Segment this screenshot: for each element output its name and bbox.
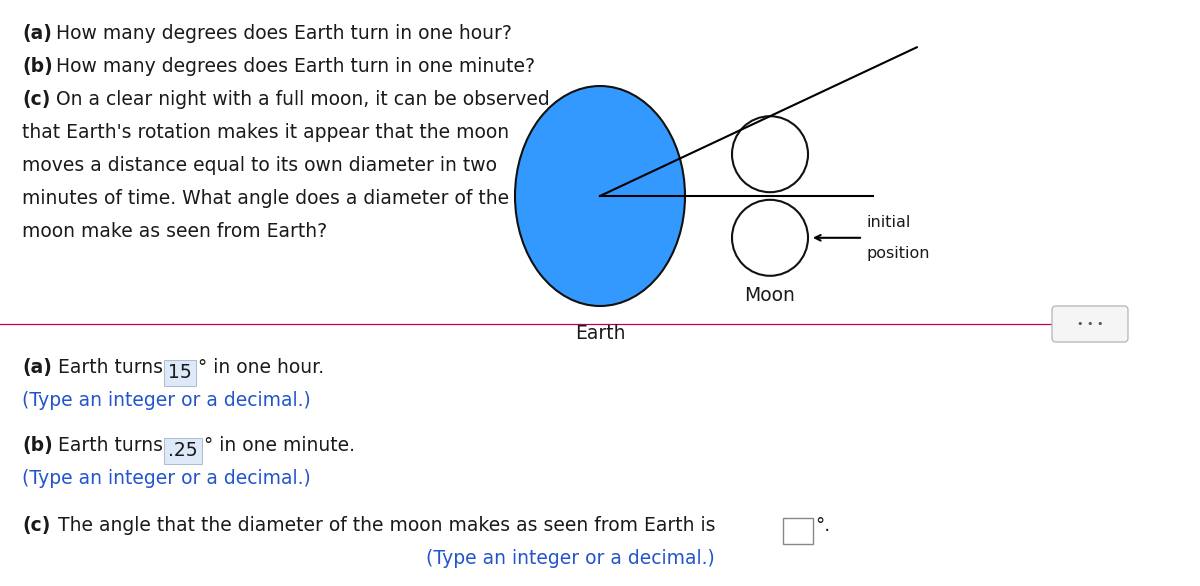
Text: moves a distance equal to its own diameter in two: moves a distance equal to its own diamet… bbox=[22, 156, 497, 175]
Text: (b): (b) bbox=[22, 57, 53, 76]
Text: How many degrees does Earth turn in one minute?: How many degrees does Earth turn in one … bbox=[49, 57, 535, 76]
Text: (Type an integer or a decimal.): (Type an integer or a decimal.) bbox=[426, 549, 714, 568]
FancyBboxPatch shape bbox=[164, 360, 196, 386]
Text: moon make as seen from Earth?: moon make as seen from Earth? bbox=[22, 222, 328, 241]
Text: minutes of time. What angle does a diameter of the: minutes of time. What angle does a diame… bbox=[22, 189, 509, 208]
Text: On a clear night with a full moon, it can be observed: On a clear night with a full moon, it ca… bbox=[49, 90, 550, 109]
Text: Moon: Moon bbox=[744, 286, 796, 305]
Circle shape bbox=[732, 200, 808, 276]
Text: (c): (c) bbox=[22, 516, 50, 535]
Text: (b): (b) bbox=[22, 436, 53, 455]
Text: (a): (a) bbox=[22, 358, 52, 377]
Ellipse shape bbox=[515, 86, 685, 306]
Text: ° in one minute.: ° in one minute. bbox=[204, 436, 355, 455]
Text: position: position bbox=[866, 246, 930, 261]
Text: The angle that the diameter of the moon makes as seen from Earth is: The angle that the diameter of the moon … bbox=[52, 516, 715, 535]
Text: Earth: Earth bbox=[575, 324, 625, 343]
FancyBboxPatch shape bbox=[784, 518, 814, 544]
FancyBboxPatch shape bbox=[1052, 306, 1128, 342]
Text: (a): (a) bbox=[22, 24, 52, 43]
Text: that Earth's rotation makes it appear that the moon: that Earth's rotation makes it appear th… bbox=[22, 123, 509, 142]
Circle shape bbox=[732, 116, 808, 192]
Text: .25: .25 bbox=[168, 441, 198, 461]
FancyBboxPatch shape bbox=[164, 438, 202, 464]
Text: • • •: • • • bbox=[1076, 319, 1103, 329]
Text: °.: °. bbox=[815, 516, 830, 535]
Text: (c): (c) bbox=[22, 90, 50, 109]
Text: Earth turns: Earth turns bbox=[52, 358, 169, 377]
Text: Earth turns: Earth turns bbox=[52, 436, 169, 455]
Text: How many degrees does Earth turn in one hour?: How many degrees does Earth turn in one … bbox=[49, 24, 511, 43]
Text: 15: 15 bbox=[168, 363, 192, 383]
Text: ° in one hour.: ° in one hour. bbox=[198, 358, 324, 377]
Text: (Type an integer or a decimal.): (Type an integer or a decimal.) bbox=[22, 391, 311, 410]
Text: (Type an integer or a decimal.): (Type an integer or a decimal.) bbox=[22, 469, 311, 488]
Text: initial: initial bbox=[866, 215, 911, 230]
